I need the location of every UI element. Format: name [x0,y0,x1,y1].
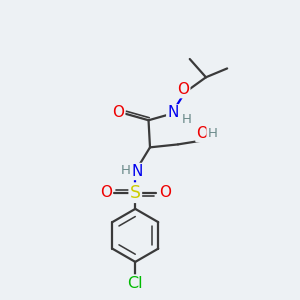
Text: O: O [159,185,171,200]
Text: N: N [132,164,143,179]
Text: O: O [112,105,124,120]
Text: O: O [196,126,208,141]
Text: S: S [130,184,141,202]
Text: H: H [208,127,218,140]
Text: H: H [182,112,192,126]
Text: Cl: Cl [128,276,143,291]
Text: O: O [177,82,189,97]
Text: O: O [100,185,112,200]
Text: N: N [167,105,179,120]
Text: H: H [121,164,131,176]
